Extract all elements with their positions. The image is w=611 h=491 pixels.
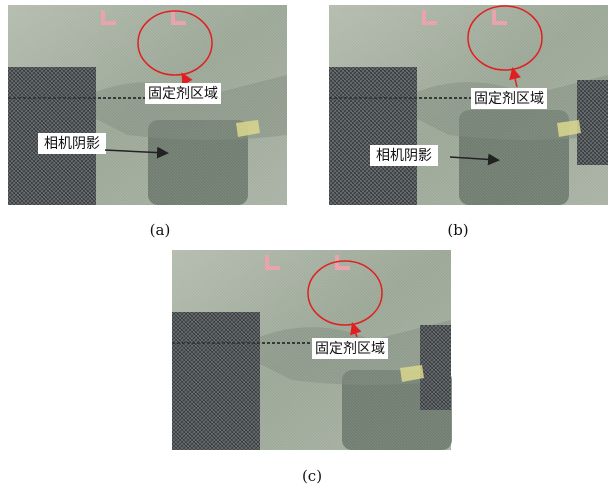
shadow-label: 相机阴影 bbox=[44, 136, 100, 152]
region-label: 固定剂区域 bbox=[474, 91, 544, 107]
region-label: 固定剂区域 bbox=[315, 341, 385, 357]
shadow-label: 相机阴影 bbox=[376, 148, 432, 164]
panel-caption: (a) bbox=[150, 221, 171, 239]
panel-caption: (c) bbox=[302, 467, 322, 485]
region-label: 固定剂区域 bbox=[148, 86, 218, 102]
photo-panel: 固定剂区域 bbox=[172, 250, 452, 450]
figure: 固定剂区域相机阴影(a)固定剂区域相机阴影(b)固定剂区域(c) bbox=[0, 0, 611, 491]
panel-caption: (b) bbox=[447, 221, 468, 239]
mesh-overlay bbox=[8, 5, 287, 205]
